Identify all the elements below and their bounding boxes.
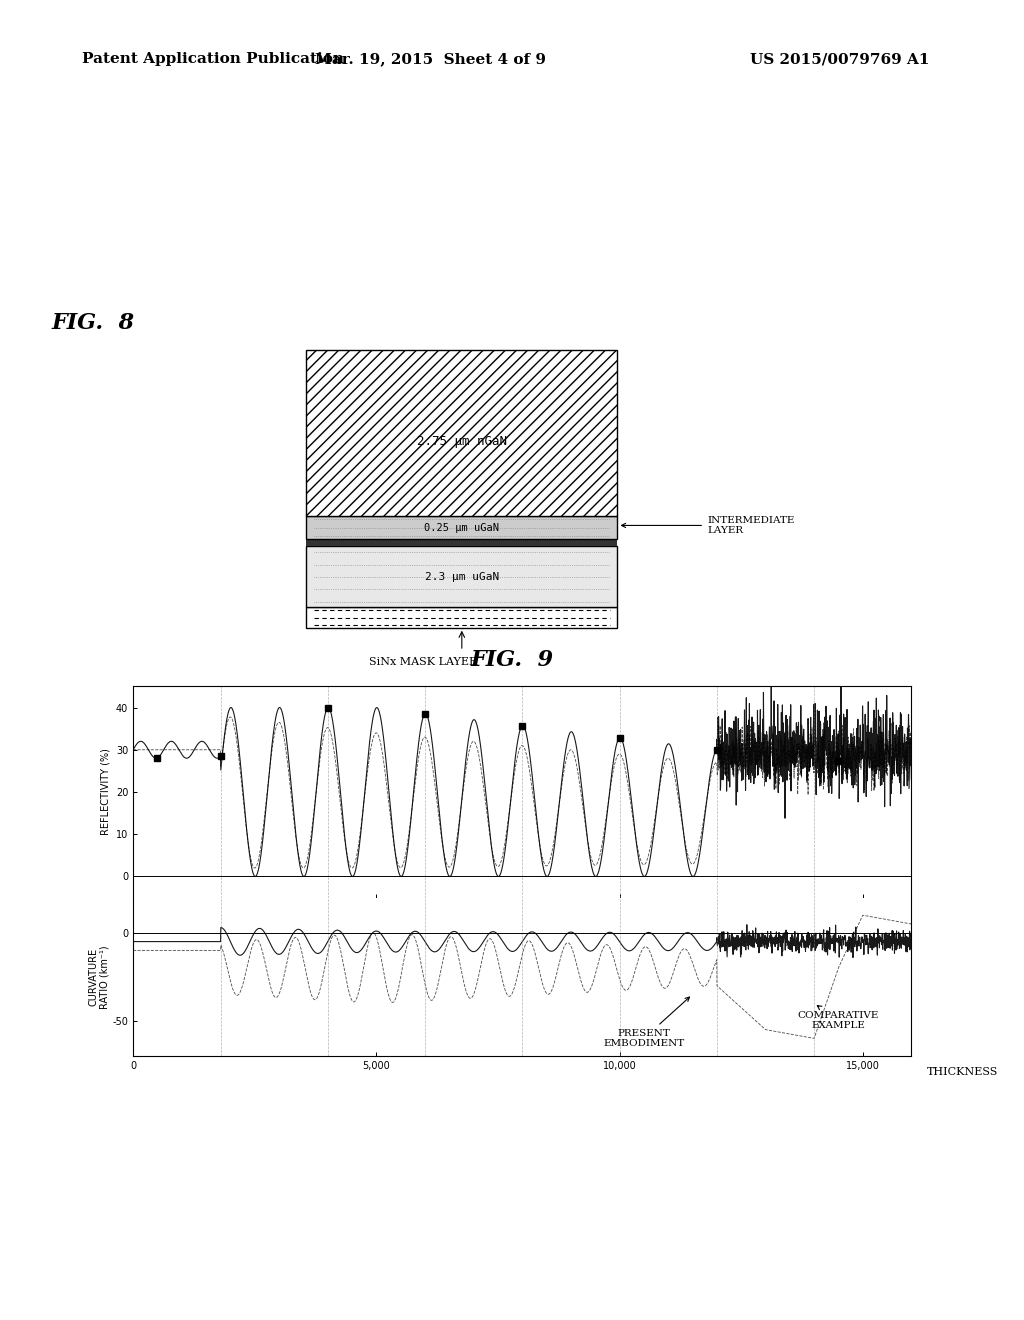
Text: Patent Application Publication: Patent Application Publication: [82, 53, 344, 66]
Text: 2.3 μm uGaN: 2.3 μm uGaN: [425, 572, 499, 582]
Text: 2.75 μm nGaN: 2.75 μm nGaN: [417, 436, 507, 447]
Y-axis label: CURVATURE
RATIO (km⁻¹): CURVATURE RATIO (km⁻¹): [88, 945, 110, 1008]
Text: SiNx MASK LAYER: SiNx MASK LAYER: [369, 657, 477, 667]
Bar: [306, 539, 617, 546]
Bar: [306, 516, 617, 539]
Text: COMPARATIVE
EXAMPLE: COMPARATIVE EXAMPLE: [798, 1006, 879, 1031]
Bar: [306, 607, 617, 628]
Y-axis label: REFLECTIVITY (%): REFLECTIVITY (%): [100, 748, 111, 836]
Text: INTERMEDIATE
LAYER: INTERMEDIATE LAYER: [622, 516, 795, 535]
Text: US 2015/0079769 A1: US 2015/0079769 A1: [750, 53, 930, 66]
Bar: [306, 546, 617, 607]
Text: THICKNESS: THICKNESS: [927, 1067, 998, 1077]
Bar: [306, 351, 617, 516]
Text: FIG.  8: FIG. 8: [51, 313, 134, 334]
Text: FIG.  9: FIG. 9: [470, 649, 554, 671]
Text: Mar. 19, 2015  Sheet 4 of 9: Mar. 19, 2015 Sheet 4 of 9: [314, 53, 546, 66]
Text: PRESENT
EMBODIMENT: PRESENT EMBODIMENT: [603, 997, 689, 1048]
Text: 0.25 μm uGaN: 0.25 μm uGaN: [424, 523, 500, 532]
